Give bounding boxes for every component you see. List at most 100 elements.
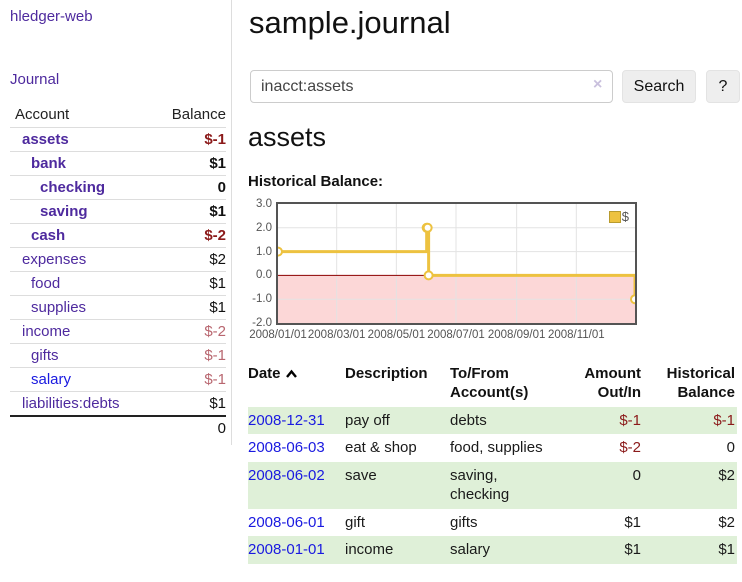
y-tick-label: -1.0	[252, 293, 272, 306]
y-tick-label: 3.0	[256, 198, 272, 210]
account-balance: $1	[209, 299, 226, 316]
app-title-link[interactable]: hledger-web	[10, 8, 93, 25]
account-link[interactable]: gifts	[31, 347, 59, 364]
accounts-total: 0	[10, 415, 226, 440]
account-balance: $1	[209, 275, 226, 292]
y-tick-label: 2.0	[256, 221, 272, 234]
transaction-date-link[interactable]: 2008-06-02	[248, 466, 325, 484]
data-point-marker	[630, 294, 640, 305]
transaction-date-link[interactable]: 2008-12-31	[248, 411, 325, 429]
sidebar-account-row: checking 0	[10, 175, 226, 199]
sidebar-account-row: assets $-1	[10, 127, 226, 151]
accounts-header-account: Account	[15, 106, 70, 123]
account-link[interactable]: liabilities:debts	[22, 395, 120, 412]
x-tick-label: 2008/07/01	[427, 329, 485, 341]
account-link[interactable]: income	[22, 323, 71, 340]
transaction-description-cell: save	[345, 466, 377, 484]
legend-label: $	[621, 209, 629, 224]
transaction-balance-cell: $-1	[713, 411, 735, 429]
legend-swatch-icon	[608, 210, 621, 223]
transaction-accounts-cell: gifts	[450, 513, 478, 531]
page-title: sample.journal	[249, 5, 451, 40]
sidebar-account-row: gifts $-1	[10, 343, 226, 367]
account-link[interactable]: supplies	[31, 299, 87, 316]
account-link[interactable]: cash	[31, 227, 66, 244]
table-row: 2008-06-03 eat & shop food, supplies $-2 0	[248, 434, 737, 462]
register-table: Date Description To/From Account(s) Amou…	[248, 363, 737, 564]
transaction-date-link[interactable]: 2008-06-03	[248, 439, 325, 456]
balance-chart: $	[273, 202, 640, 325]
x-tick-label: 2008/05/01	[367, 329, 426, 341]
y-tick-label: -2.0	[252, 317, 272, 329]
sidebar-account-row: expenses $2	[10, 247, 226, 271]
account-link[interactable]: checking	[40, 179, 106, 196]
sidebar-account-row: salary $-1	[10, 367, 226, 391]
transaction-accounts-cell: saving, checking	[450, 466, 510, 504]
sidebar-account-row: income $-2	[10, 319, 226, 343]
sidebar-account-row: supplies $1	[10, 295, 226, 319]
accounts-tree: Account Balance assets $-1 bank $1 checking 0…	[10, 103, 226, 440]
account-link[interactable]: salary	[31, 371, 72, 388]
account-balance: $-2	[204, 227, 226, 244]
transaction-accounts-cell: food, supplies	[450, 439, 543, 456]
accounts-header: Account Balance	[10, 103, 226, 127]
sidebar-account-row: cash $-2	[10, 223, 226, 247]
table-row: 2008-12-31 pay off debts $-1 $-1	[248, 406, 737, 435]
y-tick-label: 0.0	[256, 269, 272, 282]
sidebar-account-row: food $1	[10, 271, 226, 295]
transaction-amount-cell: $1	[624, 513, 641, 531]
transaction-date-link[interactable]: 2008-06-01	[248, 513, 325, 531]
sort-ascending-icon	[285, 369, 297, 378]
transaction-amount-cell: $-2	[619, 439, 641, 456]
account-link[interactable]: saving	[40, 203, 88, 220]
transaction-balance-cell: $1	[718, 541, 735, 558]
account-balance: $1	[209, 203, 226, 220]
table-row: 2008-06-01 gift gifts $1 $2	[248, 509, 737, 537]
help-button[interactable]: ?	[706, 70, 740, 103]
search-button[interactable]: Search	[622, 70, 696, 103]
data-point-marker	[273, 246, 283, 257]
col-header-balance: Historical Balance	[666, 365, 735, 401]
data-point-marker	[422, 222, 433, 233]
account-link[interactable]: assets	[22, 131, 69, 148]
account-link[interactable]: bank	[31, 155, 67, 172]
chart-canvas	[273, 204, 640, 323]
account-link[interactable]: food	[31, 275, 61, 292]
clear-search-icon[interactable]: ×	[593, 76, 603, 93]
sidebar: hledger-web Journal Account Balance asse…	[0, 0, 232, 445]
transaction-amount-cell: 0	[632, 466, 641, 484]
x-tick-label: 2008/09/01	[487, 329, 546, 341]
account-balance: $-1	[204, 347, 226, 364]
transaction-description-cell: eat & shop	[345, 439, 417, 456]
register-header-row: Date Description To/From Account(s) Amou…	[248, 363, 737, 407]
sidebar-accounts-rows: assets $-1 bank $1 checking 0 saving $1 cash $-2 e…	[10, 127, 226, 415]
chart-legend: $	[607, 209, 630, 224]
transaction-date-cell: 2008-06-01	[248, 509, 345, 537]
transaction-description-cell: income	[345, 541, 394, 558]
transaction-date-cell: 2008-12-31	[248, 407, 345, 435]
search-input[interactable]	[250, 70, 613, 103]
col-header-description: Description	[345, 365, 428, 382]
chart-label: Historical Balance:	[248, 173, 384, 190]
y-tick-label: 1.0	[256, 245, 272, 258]
accounts-header-balance: Balance	[171, 106, 226, 123]
transaction-date-link[interactable]: 2008-01-01	[248, 541, 325, 558]
account-balance: $-1	[204, 131, 226, 148]
col-header-date[interactable]: Date	[248, 363, 345, 407]
col-header-accounts: To/From Account(s)	[450, 365, 529, 401]
register-rows: 2008-12-31 pay off debts $-1 $-1 2008-06-03 ea…	[248, 406, 737, 564]
account-link[interactable]: expenses	[22, 251, 87, 268]
transaction-description-cell: gift	[345, 513, 366, 531]
transaction-amount-cell: $1	[624, 541, 641, 558]
sidebar-account-row: bank $1	[10, 151, 226, 175]
transaction-description-cell: pay off	[345, 411, 390, 429]
data-point-marker	[423, 270, 434, 281]
x-tick-label: 2008/03/01	[307, 329, 366, 341]
x-tick-label: 2008/01/01	[249, 329, 307, 341]
sidebar-account-row: liabilities:debts $1	[10, 391, 226, 415]
table-row: 2008-01-01 income salary $1 $1	[248, 536, 737, 564]
sidebar-item-journal[interactable]: Journal	[10, 71, 60, 88]
account-balance: $-2	[204, 323, 226, 340]
transaction-date-cell: 2008-06-03	[248, 434, 345, 462]
account-balance: $1	[209, 395, 226, 412]
